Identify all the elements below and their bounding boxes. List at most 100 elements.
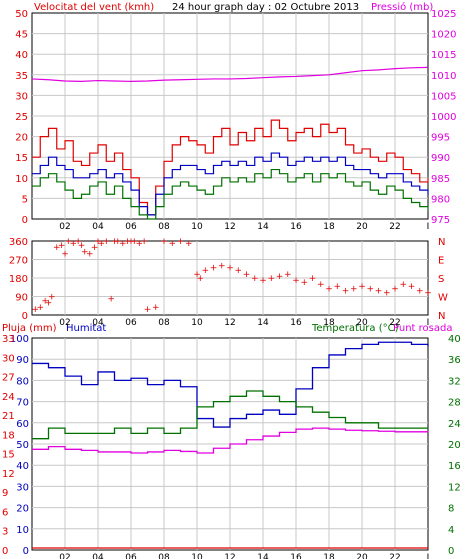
humidity-y-tick-label: 20: [16, 504, 29, 515]
direction-point: +: [234, 266, 242, 276]
rain-y-tick-label: 15: [2, 450, 15, 461]
x-tick-label: 06: [125, 553, 137, 559]
x-tick-label: 04: [92, 553, 104, 559]
direction-point: +: [197, 274, 205, 284]
direction-y-tick-label: 180: [9, 274, 28, 285]
direction-point: +: [300, 278, 308, 288]
humidity-y-tick-label: 10: [16, 525, 29, 536]
compass-tick-label: N: [438, 237, 445, 248]
wind-y-tick-label: 25: [15, 112, 28, 123]
x-tick-label: 04: [92, 318, 104, 328]
direction-point: +: [45, 299, 53, 309]
direction-point: +: [342, 286, 350, 296]
direction-point: +: [218, 262, 226, 272]
direction-point: +: [111, 237, 119, 247]
direction-point: +: [333, 282, 341, 292]
pressure-y-tick-label: 1010: [431, 71, 456, 82]
rain-y-tick-label: 0: [2, 546, 8, 557]
direction-point: +: [102, 237, 110, 247]
direction-point: +: [61, 249, 69, 259]
temperature-y-tick-label: 16: [448, 461, 461, 472]
x-tick-label: 20: [356, 553, 368, 559]
direction-point: +: [177, 237, 185, 247]
direction-point: +: [259, 276, 267, 286]
direction-point: +: [135, 239, 143, 249]
pressure-axis-label: Pressió (mb): [371, 1, 433, 13]
series-line-pressió: [31, 66, 429, 82]
compass-tick-label: N: [438, 311, 445, 322]
humidity-y-tick-label: 40: [16, 461, 29, 472]
x-tick-label: 22: [389, 553, 400, 559]
direction-point: +: [292, 276, 300, 286]
x-tick-label: I: [427, 318, 430, 328]
wind-y-tick-label: 5: [22, 194, 28, 205]
direction-point: +: [309, 274, 317, 284]
series-line-mitjana: [32, 152, 429, 216]
x-tick-label: 06: [125, 222, 137, 232]
x-tick-label: 22: [389, 318, 400, 328]
direction-point: +: [114, 237, 122, 247]
direction-point: +: [86, 249, 94, 259]
direction-point: +: [399, 280, 407, 290]
humidity-y-tick-label: 30: [16, 482, 29, 493]
x-tick-label: 08: [158, 222, 170, 232]
x-tick-label: 12: [224, 318, 235, 328]
humidity-y-tick-label: 100: [10, 334, 29, 345]
direction-point: +: [152, 303, 160, 313]
wind-y-tick-label: 35: [15, 71, 28, 82]
wind-y-tick-label: 10: [15, 174, 28, 185]
series-line-temperatura: [32, 390, 428, 440]
direction-point: +: [168, 239, 176, 249]
direction-point: +: [201, 266, 209, 276]
wind-y-tick-label: 15: [15, 153, 28, 164]
wind-y-tick-label: 40: [15, 50, 28, 61]
compass-tick-label: W: [438, 293, 448, 304]
direction-point: +: [140, 237, 148, 247]
pressure-y-tick-label: 1025: [431, 9, 456, 20]
rain-y-tick-label: 30: [2, 353, 15, 364]
series-line-ràfega: [32, 119, 429, 216]
direction-point: +: [408, 282, 416, 292]
direction-point: +: [210, 264, 218, 274]
x-tick-label: I: [427, 222, 430, 232]
x-tick-label: 18: [323, 318, 335, 328]
direction-point: +: [124, 237, 132, 247]
temperature-y-tick-label: 24: [448, 419, 461, 430]
humidity-y-tick-label: 70: [16, 398, 29, 409]
rain-y-tick-label: 18: [2, 430, 15, 441]
pressure-y-tick-label: 980: [431, 194, 450, 205]
direction-point: +: [185, 239, 193, 249]
direction-point: +: [276, 272, 284, 282]
rain-y-tick-label: 9: [2, 488, 8, 499]
chart-title: 24 hour graph day : 02 Octubre 2013: [172, 2, 359, 13]
direction-point: +: [65, 237, 73, 247]
direction-point: +: [78, 241, 86, 251]
wind-y-tick-label: 45: [15, 30, 28, 41]
direction-point: +: [226, 264, 234, 274]
x-tick-label: 12: [224, 553, 235, 559]
rain-y-tick-label: 21: [2, 411, 15, 422]
direction-point: +: [74, 237, 82, 247]
direction-point: +: [317, 280, 325, 290]
x-tick-label: 16: [290, 553, 302, 559]
temperature-y-tick-label: 4: [448, 525, 454, 536]
humidity-y-tick-label: 60: [16, 419, 29, 430]
temperature-y-tick-label: 0: [448, 546, 454, 557]
direction-point: +: [81, 247, 89, 257]
x-tick-label: 18: [323, 222, 335, 232]
temperature-y-tick-label: 40: [448, 334, 461, 345]
humidity-y-tick-label: 80: [16, 376, 29, 387]
wind-y-tick-label: 20: [15, 133, 28, 144]
dewpoint-axis-label: Punt rosada: [393, 323, 452, 334]
compass-tick-label: E: [438, 256, 444, 267]
wind-y-tick-label: 50: [15, 9, 28, 20]
pressure-y-tick-label: 990: [431, 153, 450, 164]
pressure-y-tick-label: 1020: [431, 30, 456, 41]
direction-point: +: [32, 305, 40, 315]
x-tick-label: I: [427, 553, 430, 559]
pressure-y-tick-label: 985: [431, 174, 450, 185]
direction-point: +: [251, 274, 259, 284]
direction-point: +: [160, 237, 168, 247]
x-tick-label: 10: [191, 553, 203, 559]
pressure-y-tick-label: 975: [431, 215, 450, 226]
